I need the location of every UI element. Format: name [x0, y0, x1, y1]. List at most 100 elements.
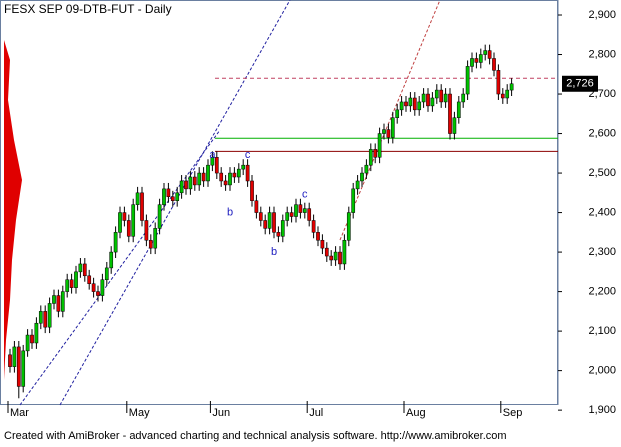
x-tick-label: Jun: [212, 407, 230, 419]
candle-body: [82, 263, 87, 277]
candle-body: [135, 192, 140, 205]
candle-body: [43, 311, 48, 328]
y-tick-label: 2,900: [588, 9, 616, 21]
candle-body: [219, 172, 224, 182]
candle-body: [483, 50, 488, 55]
candle-body: [276, 232, 281, 237]
candle-body: [109, 251, 114, 269]
candle-body: [456, 101, 461, 118]
candle-body: [170, 196, 175, 201]
candle-body: [289, 212, 294, 217]
footer: Created with AmiBroker - advanced charti…: [4, 430, 507, 442]
volume-profile: [4, 40, 22, 380]
candle-body: [404, 101, 408, 107]
candle-body: [417, 101, 422, 111]
candle-body: [302, 208, 307, 213]
annotation: b: [271, 246, 277, 258]
candle-body: [329, 255, 334, 261]
candle-body: [360, 172, 364, 182]
annotation: c: [245, 149, 251, 161]
candle-body: [65, 279, 70, 292]
candle-body: [34, 322, 39, 344]
candle-body: [87, 275, 92, 284]
candle-body: [126, 220, 131, 237]
candle-body: [16, 346, 21, 387]
candle-body: [492, 58, 496, 71]
x-tick-label: Mar: [10, 407, 29, 419]
x-tick-label: May: [129, 407, 150, 419]
candle-body: [91, 283, 96, 292]
candle-body: [223, 180, 228, 186]
candle-body: [74, 271, 78, 288]
y-tick-label: 2,400: [588, 206, 616, 218]
candle-body: [364, 164, 369, 174]
candle-body: [122, 212, 127, 221]
candle-body: [78, 263, 83, 273]
candle-body: [272, 212, 276, 233]
candle-body: [377, 133, 382, 158]
candle-body: [232, 172, 237, 178]
candle-body: [113, 232, 118, 253]
candle-body: [236, 168, 241, 178]
candle-body: [184, 180, 188, 190]
candle-body: [201, 172, 206, 182]
candle-body: [157, 204, 162, 229]
candle-body: [69, 279, 74, 288]
candle-body: [311, 220, 316, 233]
candle-body: [254, 200, 259, 213]
candle-body: [390, 117, 395, 138]
candle-body: [47, 303, 52, 328]
annotation: b: [227, 206, 233, 218]
candle-body: [280, 220, 285, 237]
candle-body: [408, 97, 413, 107]
candle-body: [338, 251, 342, 265]
candle-body: [245, 164, 250, 182]
candle-body: [320, 239, 325, 249]
candle-body: [153, 228, 158, 249]
candle-body: [175, 192, 180, 201]
candle-body: [324, 247, 329, 257]
candle-body: [470, 58, 474, 67]
candle-body: [443, 93, 448, 103]
candle-body: [355, 180, 360, 190]
candle-body: [100, 279, 105, 296]
candle-body: [206, 164, 210, 182]
chart-title: FESX SEP 09-DTB-FUT - Daily: [4, 2, 172, 16]
candle-body: [38, 311, 43, 324]
trend-line: [19, 129, 221, 406]
candle-body: [241, 164, 246, 170]
candle-body: [439, 89, 444, 103]
annotation: a: [209, 149, 216, 161]
candle-body: [373, 149, 378, 158]
candle-body: [131, 204, 136, 237]
candle-body: [368, 149, 373, 166]
candle-body: [118, 212, 122, 233]
x-tick-label: Aug: [406, 407, 426, 419]
candle-body: [395, 109, 400, 118]
candle-body: [430, 97, 435, 107]
candle-body: [8, 354, 12, 367]
candle-body: [285, 212, 290, 221]
candle-body: [448, 93, 452, 134]
y-tick-label: 2,200: [588, 286, 616, 298]
candle-body: [434, 89, 439, 99]
candle-body: [96, 291, 100, 296]
candle-body: [104, 267, 109, 280]
candle-body: [298, 204, 303, 213]
x-tick-label: Sep: [503, 407, 523, 419]
candle-body: [500, 93, 505, 99]
candle-body: [505, 89, 510, 99]
y-tick-label: 2,000: [588, 365, 616, 377]
candle-body: [140, 192, 144, 221]
candle-body: [144, 220, 149, 241]
x-tick-label: Jul: [309, 407, 323, 419]
annotation: c: [302, 189, 308, 201]
candle-body: [197, 172, 202, 186]
trend-line: [59, 0, 291, 406]
y-tick-label: 1,900: [588, 404, 616, 416]
y-tick-label: 2,500: [588, 167, 616, 179]
candle-body: [60, 291, 65, 312]
candle-body: [496, 70, 501, 95]
candle-body: [294, 204, 298, 217]
